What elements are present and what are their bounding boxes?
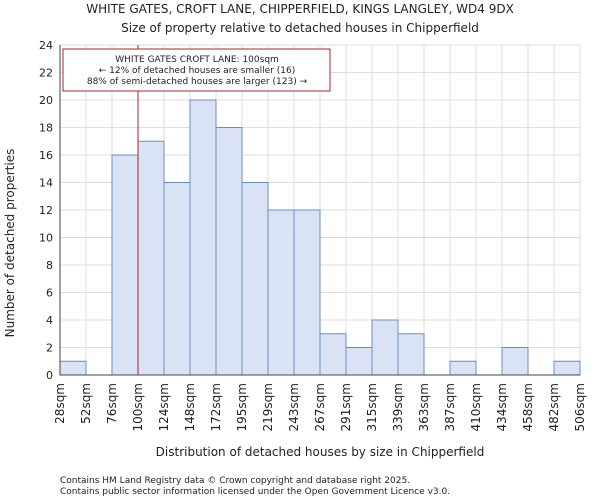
footer-line-1: Contains HM Land Registry data © Crown c… [60,476,410,486]
x-tick-label: 172sqm [209,383,223,431]
x-tick-label: 434sqm [495,383,509,431]
y-tick-label: 22 [39,67,53,80]
x-tick-label: 219sqm [261,383,275,431]
histogram-bar [501,347,529,376]
x-tick-label: 267sqm [313,383,327,431]
x-tick-label: 148sqm [183,383,197,431]
x-tick-label: 315sqm [365,383,379,431]
histogram-bar [59,360,87,376]
histogram-bar [111,154,139,376]
histogram-bar [267,209,295,376]
x-tick-label: 339sqm [391,383,405,431]
footer-line-2: Contains public sector information licen… [60,487,450,497]
y-tick-label: 0 [46,369,53,382]
x-tick-label: 100sqm [131,383,145,431]
x-axis-label: Distribution of detached houses by size … [156,445,485,459]
x-tick-label: 52sqm [79,383,93,424]
x-tick-label: 506sqm [573,383,587,431]
y-tick-label: 8 [46,259,53,272]
bars [59,99,581,376]
histogram-bar [449,360,477,376]
histogram-bar [319,333,347,376]
histogram-bar [345,347,373,376]
annotation-box: WHITE GATES CROFT LANE: 100sqm ← 12% of … [62,48,331,92]
x-tick-label: 482sqm [547,383,561,431]
x-tick-label: 243sqm [287,383,301,431]
histogram-bar [241,182,269,376]
histogram-bar [163,182,191,376]
y-tick-label: 20 [39,94,53,107]
y-tick-label: 4 [46,314,53,327]
y-tick-label: 12 [39,204,53,217]
x-tick-label: 410sqm [469,383,483,431]
histogram-bar [397,333,425,376]
annotation-line-1: WHITE GATES CROFT LANE: 100sqm [115,55,279,65]
y-tick-label: 24 [39,39,53,52]
histogram-bar [293,209,321,376]
x-tick-label: 28sqm [53,383,67,424]
y-tick-label: 14 [39,177,53,190]
histogram-bar [137,140,165,376]
y-tick-label: 10 [39,232,53,245]
x-tick-label: 363sqm [417,383,431,431]
x-tick-label: 124sqm [157,383,171,431]
y-tick-label: 6 [46,287,53,300]
y-tick-label: 2 [46,342,53,355]
x-tick-label: 195sqm [235,383,249,431]
y-axis-label: Number of detached properties [3,149,17,338]
x-tick-label: 76sqm [105,383,119,424]
x-tick-label: 387sqm [443,383,457,431]
chart-title: WHITE GATES, CROFT LANE, CHIPPERFIELD, K… [86,2,514,16]
x-tick-labels: 28sqm 52sqm 76sqm 100sqm 124sqm 148sqm 172sqm 1… [53,383,587,431]
y-tick-label: 18 [39,122,53,135]
histogram-bar [553,360,581,376]
histogram-bar [189,99,217,376]
x-tick-label: 458sqm [521,383,535,431]
annotation-line-2: ← 12% of detached houses are smaller (16… [99,66,296,76]
chart-subtitle: Size of property relative to detached ho… [121,21,479,35]
histogram-bar [215,127,243,376]
axes [59,45,580,376]
y-tick-label: 16 [39,149,53,162]
x-tick-label: 291sqm [339,383,353,431]
annotation-line-3: 88% of semi-detached houses are larger (… [87,77,308,87]
histogram-bar [371,319,399,376]
